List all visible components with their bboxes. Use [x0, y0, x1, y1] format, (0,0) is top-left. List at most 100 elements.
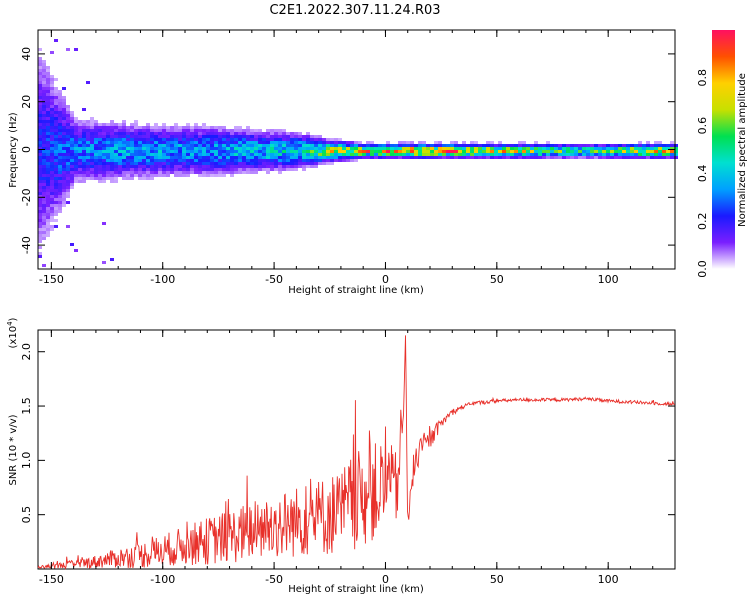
heatmap-cell	[130, 168, 134, 171]
heatmap-cell	[274, 150, 278, 153]
heatmap-cell	[226, 168, 230, 171]
heatmap-cell	[242, 162, 246, 165]
heatmap-cell	[298, 141, 302, 144]
heatmap-cell	[98, 165, 102, 168]
heatmap-cell	[362, 150, 366, 153]
heatmap-cell	[90, 162, 94, 165]
heatmap-cell	[210, 126, 214, 129]
heatmap-cell	[146, 141, 150, 144]
heatmap-cell	[94, 126, 98, 129]
heatmap-cell	[218, 174, 222, 177]
heatmap-cell	[50, 153, 54, 156]
heatmap-cell	[354, 156, 358, 159]
heatmap-cell	[42, 141, 46, 144]
heatmap-cell	[270, 144, 274, 147]
heatmap-cell	[386, 156, 390, 159]
heatmap-cell	[38, 207, 42, 210]
heatmap-cell	[242, 129, 246, 132]
heatmap-cell	[214, 144, 218, 147]
heatmap-cell	[186, 159, 190, 162]
heatmap-cell	[134, 147, 138, 150]
heatmap-cell	[74, 153, 78, 156]
heatmap-cell	[434, 150, 438, 153]
heatmap-cell	[62, 201, 66, 204]
heatmap-cell	[514, 147, 518, 150]
heatmap-cell	[50, 123, 54, 126]
heatmap-cell	[54, 105, 58, 108]
heatmap-cell	[338, 153, 342, 156]
heatmap-cell	[590, 144, 594, 147]
heatmap-cell	[218, 138, 222, 141]
heatmap-cell	[106, 135, 110, 138]
heatmap-cell	[426, 156, 430, 159]
heatmap-cell	[58, 117, 62, 120]
heatmap-cell	[66, 159, 70, 162]
heatmap-cell	[50, 96, 54, 99]
y-tick-label: -20	[20, 188, 33, 206]
heatmap-cell	[350, 150, 354, 153]
heatmap-cell	[38, 174, 42, 177]
x-tick-label: 0	[382, 273, 389, 286]
heatmap-cell	[486, 141, 490, 144]
heatmap-cell	[182, 129, 186, 132]
heatmap-cell	[66, 126, 70, 129]
heatmap-cell	[522, 144, 526, 147]
heatmap-cell	[394, 153, 398, 156]
heatmap-cell	[102, 177, 106, 180]
heatmap-cell	[362, 147, 366, 150]
heatmap-cell	[530, 150, 534, 153]
heatmap-cell	[38, 123, 42, 126]
heatmap-cell	[622, 147, 626, 150]
heatmap-cell	[70, 111, 74, 114]
heatmap-cell	[390, 156, 394, 159]
heatmap-cell	[154, 159, 158, 162]
heatmap-cell	[578, 147, 582, 150]
heatmap-cell	[294, 138, 298, 141]
heatmap-cell	[138, 159, 142, 162]
heatmap-cell	[530, 144, 534, 147]
heatmap-cell	[662, 144, 666, 147]
heatmap-cell	[170, 156, 174, 159]
heatmap-cell	[50, 93, 54, 96]
heatmap-cell	[326, 144, 330, 147]
heatmap-cell	[78, 180, 82, 183]
heatmap-cell	[106, 156, 110, 159]
heatmap-cell	[190, 144, 194, 147]
heatmap-cell	[674, 156, 678, 159]
heatmap-cell	[42, 180, 46, 183]
heatmap-cell	[54, 102, 58, 105]
heatmap-cell	[114, 156, 118, 159]
heatmap-cell	[234, 144, 238, 147]
heatmap-cell	[514, 156, 518, 159]
heatmap-cell	[506, 156, 510, 159]
heatmap-cell	[46, 159, 50, 162]
heatmap-cell	[50, 171, 54, 174]
snr-line-group	[37, 335, 675, 570]
heatmap-cell	[38, 189, 42, 192]
heatmap-cell	[366, 147, 370, 150]
heatmap-cell	[378, 150, 382, 153]
heatmap-cell	[582, 153, 586, 156]
heatmap-cell	[274, 135, 278, 138]
heatmap-cell	[118, 123, 122, 126]
heatmap-cell	[674, 144, 678, 147]
heatmap-cell	[38, 210, 42, 213]
heatmap-cell	[534, 144, 538, 147]
heatmap-cell	[226, 141, 230, 144]
heatmap-cell	[66, 183, 70, 186]
heatmap-cell	[418, 153, 422, 156]
heatmap-cell	[214, 174, 218, 177]
heatmap-cell	[182, 150, 186, 153]
heatmap-cell	[606, 144, 610, 147]
heatmap-cell	[114, 171, 118, 174]
heatmap-cell	[58, 93, 62, 96]
heatmap-cell	[62, 177, 66, 180]
heatmap-cell	[578, 144, 582, 147]
heatmap-cell	[202, 126, 206, 129]
colorbar-label: Normalized spectral amplitude	[737, 73, 748, 227]
heatmap-cell	[154, 132, 158, 135]
heatmap-cell	[150, 153, 154, 156]
snr-y-ticks: 0.51.01.52.0	[20, 343, 675, 523]
heatmap-cell	[590, 153, 594, 156]
